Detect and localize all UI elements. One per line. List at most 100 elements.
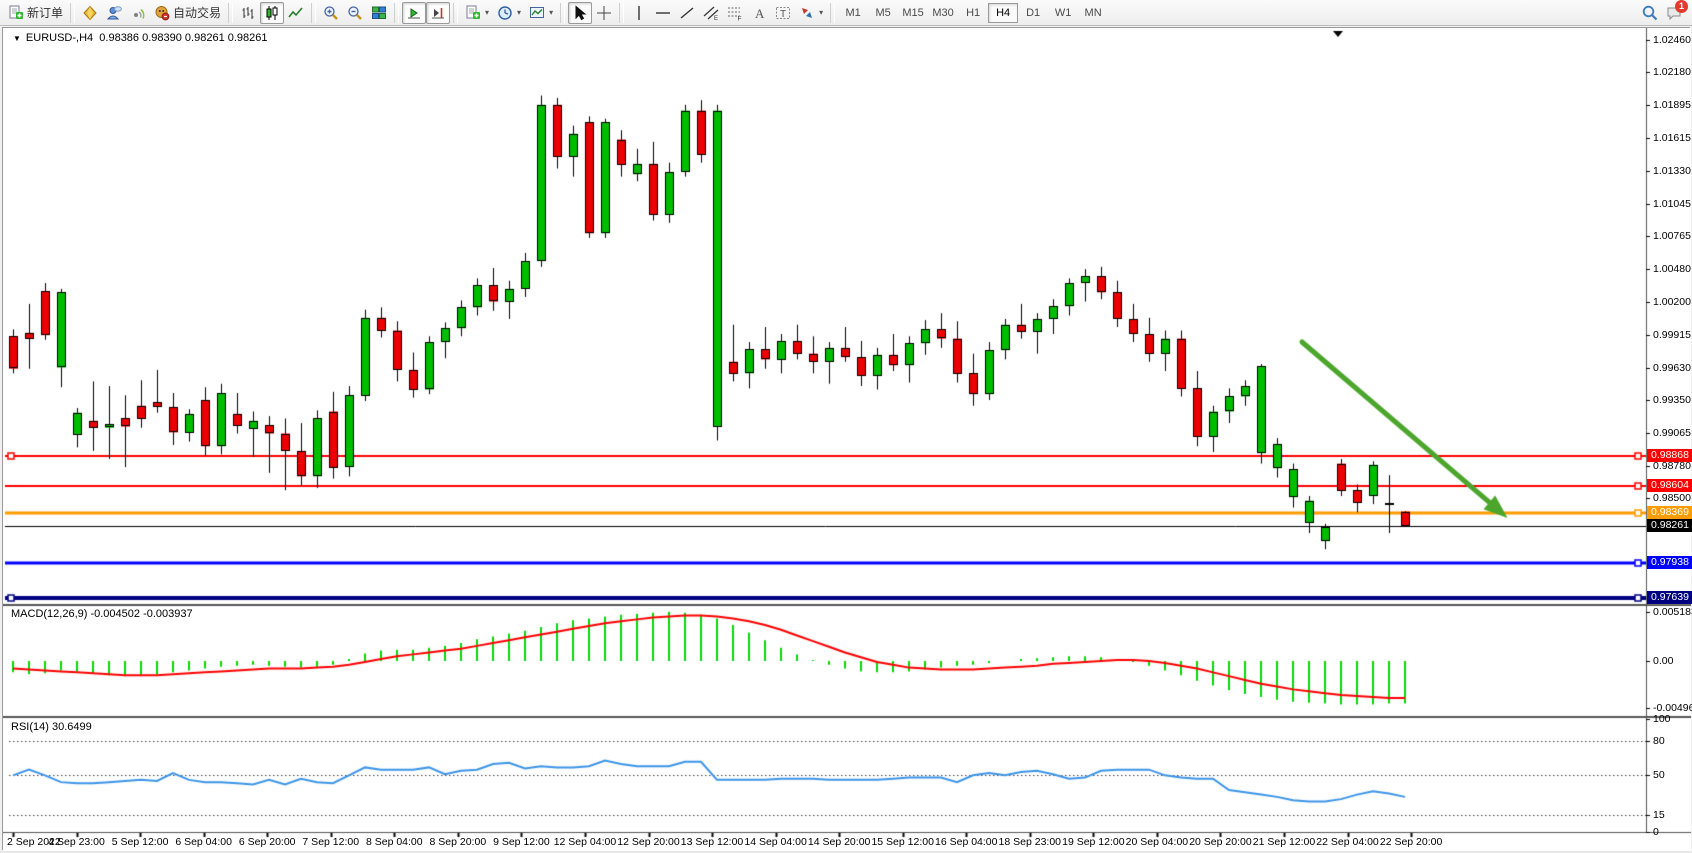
price-chart-canvas[interactable] (3, 28, 1691, 851)
price-axis-tick: 1.00480 (1653, 263, 1691, 276)
templates-button[interactable]: ▾ (525, 2, 557, 24)
new-order-button[interactable]: 新订单 (4, 2, 67, 24)
crosshair-button[interactable] (592, 2, 616, 24)
crosshair-icon (596, 5, 612, 21)
gold-diamond-icon (82, 5, 98, 21)
tile-windows-icon (371, 5, 387, 21)
time-axis-label: 14 Sep 20:00 (807, 836, 871, 848)
chart-collapse-icon[interactable]: ▼ (13, 34, 21, 43)
rsi-axis-tick: 15 (1653, 809, 1665, 821)
hline-button[interactable] (651, 2, 675, 24)
chart-candles-button[interactable] (260, 1, 285, 24)
timeframe-h1[interactable]: H1 (966, 6, 981, 19)
time-axis-label: 5 Sep 12:00 (111, 836, 169, 848)
time-axis-label: 15 Sep 12:00 (871, 836, 934, 848)
label-button[interactable]: T (771, 2, 795, 24)
tile-windows-button[interactable] (367, 2, 391, 24)
time-axis-label: 14 Sep 04:00 (744, 836, 807, 848)
macd-axis-tick: 0.005183 (1653, 605, 1692, 618)
price-axis-tick: 0.98500 (1653, 492, 1691, 505)
price-axis-tick: 1.00765 (1653, 230, 1691, 243)
timeframe-mn[interactable]: MN (1084, 6, 1102, 19)
time-axis-label: 21 Sep 12:00 (1252, 836, 1316, 848)
toolbar-right: 1 (1642, 0, 1692, 21)
template-icon (529, 5, 545, 21)
time-axis-label: 13 Sep 12:00 (680, 836, 744, 848)
timeframe-m30[interactable]: M30 (932, 6, 954, 19)
price-level-chip: 0.98369 (1647, 506, 1692, 520)
time-axis-label: 12 Sep 04:00 (553, 836, 617, 848)
time-axis-label: 6 Sep 20:00 (238, 836, 296, 848)
price-axis-tick: 1.01615 (1653, 131, 1691, 144)
zoom-out-icon (347, 5, 363, 21)
trendline-icon (679, 5, 695, 21)
price-level-chip: 0.98868 (1647, 448, 1692, 462)
market-watch-button[interactable] (78, 2, 102, 24)
text-button[interactable]: A (747, 2, 771, 24)
macd-axis-tick: 0.00 (1653, 655, 1674, 667)
chart-line-button[interactable] (284, 2, 308, 24)
chart-shift-button[interactable] (426, 1, 451, 24)
price-level-chip: 0.97938 (1647, 556, 1692, 570)
periods-button[interactable]: ▾ (493, 2, 525, 24)
chevron-down-icon[interactable]: ▾ (485, 8, 490, 17)
toolbar-separator (453, 2, 459, 23)
rsi-indicator-label: RSI(14) 30.6499 (11, 721, 92, 733)
chart-symbol-period: EURUSD-,H4 (25, 32, 94, 44)
indicators-icon (465, 5, 481, 21)
rsi-axis-tick: 80 (1653, 735, 1665, 748)
bar-chart-icon (240, 5, 256, 21)
profile-button[interactable] (102, 2, 126, 24)
time-axis-label: 22 Sep 20:00 (1379, 836, 1443, 848)
chart-title: ▼ EURUSD-,H4 0.98386 0.98390 0.98261 0.98… (13, 32, 268, 44)
search-button[interactable] (1642, 5, 1658, 21)
arrows-button[interactable]: ▾ (795, 2, 827, 24)
chart-ohlc-readout: 0.98386 0.98390 0.98261 0.98261 (99, 32, 268, 44)
notification-badge: 1 (1675, 0, 1688, 13)
chart-window: ▼ EURUSD-,H4 0.98386 0.98390 0.98261 0.98… (2, 27, 1692, 851)
zoom-in-button[interactable] (319, 2, 343, 24)
trendline-button[interactable] (675, 2, 699, 24)
cursor-button[interactable] (568, 1, 593, 24)
toolbar-separator (394, 2, 400, 23)
timeframe-m15[interactable]: M15 (902, 6, 924, 19)
time-axis-label: 19 Sep 12:00 (1062, 836, 1125, 848)
algo-trading-button[interactable]: 自动交易 (150, 2, 225, 24)
auto-scroll-button[interactable] (402, 1, 427, 24)
chevron-down-icon[interactable]: ▾ (549, 8, 554, 17)
indicators-button[interactable]: ▾ (461, 2, 493, 24)
hline-icon (655, 5, 671, 21)
candlestick-icon (264, 5, 280, 21)
fibonacci-button[interactable]: F (723, 2, 747, 24)
time-axis-label: 9 Sep 12:00 (493, 836, 550, 848)
timeframe-h4[interactable]: H4 (988, 2, 1019, 23)
notifications-button[interactable]: 1 (1666, 0, 1688, 21)
time-axis-label: 2 Sep 2022 (7, 836, 61, 848)
algo-trading-icon (154, 5, 170, 21)
timeframe-d1[interactable]: D1 (1026, 6, 1041, 19)
svg-text:T: T (780, 9, 786, 20)
chevron-down-icon[interactable]: ▾ (819, 8, 824, 17)
price-level-chip: 0.98604 (1647, 479, 1692, 493)
zoom-in-icon (323, 5, 339, 21)
vline-button[interactable] (627, 2, 651, 24)
macd-indicator-label: MACD(12,26,9) -0.004502 -0.003937 (11, 608, 193, 620)
time-axis-label: 4 Sep 23:00 (48, 836, 105, 848)
label-t-icon: T (775, 5, 791, 21)
svg-text:E: E (714, 16, 718, 21)
chart-bars-button[interactable] (236, 2, 260, 24)
text-a-icon: A (751, 5, 767, 21)
chart-shift-icon (430, 5, 446, 21)
new-order-icon (8, 5, 24, 21)
timeframe-w1[interactable]: W1 (1054, 6, 1072, 19)
timeframe-m5[interactable]: M5 (875, 6, 891, 19)
chevron-down-icon[interactable]: ▾ (517, 8, 522, 17)
clock-icon (497, 5, 513, 21)
timeframe-m1[interactable]: M1 (845, 6, 861, 19)
toolbar-separator (70, 2, 76, 23)
zoom-out-button[interactable] (343, 2, 367, 24)
channel-button[interactable]: E (699, 2, 723, 24)
time-axis-label: 18 Sep 23:00 (998, 836, 1062, 848)
price-level-chip: 0.97639 (1647, 590, 1692, 604)
signals-button[interactable] (126, 2, 150, 24)
